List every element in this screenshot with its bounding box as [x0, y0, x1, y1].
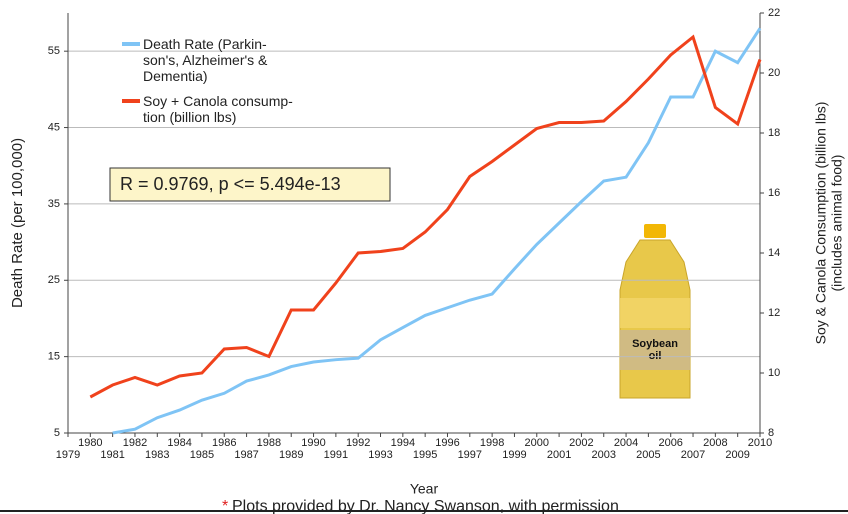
- x-tick-label: 2005: [636, 449, 660, 461]
- x-tick-label: 1988: [257, 437, 281, 449]
- y-tick-label: 15: [48, 351, 60, 363]
- series-line: [112, 27, 762, 435]
- x-tick-label: 1992: [346, 437, 370, 449]
- y-tick-label: 35: [48, 198, 60, 210]
- y-tick-label: 5: [54, 427, 60, 439]
- x-tick-label: 1979: [56, 449, 80, 461]
- y2-tick-label: 12: [768, 307, 780, 319]
- y2-tick-label: 18: [768, 127, 780, 139]
- x-tick-label: 1985: [190, 449, 214, 461]
- y2-tick-label: 16: [768, 187, 780, 199]
- image-label: Soybean oil: [632, 338, 678, 362]
- x-tick-label: 1991: [324, 449, 348, 461]
- y2-tick-label: 20: [768, 67, 780, 79]
- bottle: [585, 222, 730, 400]
- x-tick-label: 1994: [391, 437, 415, 449]
- x-tick-label: 1999: [502, 449, 526, 461]
- x-tick-label: 2000: [525, 437, 549, 449]
- y2-axis-label: (includes animal food): [829, 155, 845, 292]
- y-axis-label: Death Rate (per 100,000): [9, 138, 26, 308]
- y2-tick-label: 8: [768, 427, 774, 439]
- y-tick-label: 55: [48, 45, 60, 57]
- x-tick-label: 1981: [100, 449, 124, 461]
- annotation-box: [109, 167, 391, 202]
- x-tick-label: 1998: [480, 437, 504, 449]
- x-tick-label: 1990: [301, 437, 325, 449]
- x-tick-label: 2004: [614, 437, 638, 449]
- x-tick-label: 2002: [569, 437, 593, 449]
- y-tick-label: 25: [48, 274, 60, 286]
- x-tick-label: 1996: [435, 437, 459, 449]
- x-tick-label: 1983: [145, 449, 169, 461]
- annotation: R = 0.9769, p <= 5.494e-13: [120, 174, 341, 194]
- footnote-mark: *: [222, 498, 228, 514]
- x-tick-label: 1984: [167, 437, 191, 449]
- x-tick-label: 2009: [725, 449, 749, 461]
- x-tick-label: 1997: [458, 449, 482, 461]
- x-tick-label: 1986: [212, 437, 236, 449]
- y-tick-label: 45: [48, 121, 60, 133]
- y2-tick-label: 14: [768, 247, 780, 259]
- y2-axis-label: Soy & Canola Consumption (billion lbs): [813, 102, 829, 345]
- beans: [620, 330, 690, 370]
- legend-entry: Death Rate (Parkin- son's, Alzheimer's &…: [143, 36, 268, 84]
- x-tick-label: 1980: [78, 437, 102, 449]
- x-tick-label: 2006: [658, 437, 682, 449]
- x-tick-label: 2007: [681, 449, 705, 461]
- x-tick-label: 2001: [547, 449, 571, 461]
- y2-tick-label: 10: [768, 367, 780, 379]
- y2-tick-label: 22: [768, 7, 780, 19]
- x-tick-label: 1989: [279, 449, 303, 461]
- x-tick-label: 1995: [413, 449, 437, 461]
- x-tick-label: 2010: [748, 437, 772, 449]
- bottle-cap: [644, 224, 666, 238]
- x-tick-label: 2003: [591, 449, 615, 461]
- legend-entry: Soy + Canola consump- tion (billion lbs): [143, 93, 293, 125]
- bottle-label: [620, 298, 690, 328]
- x-axis-label: Year: [410, 481, 439, 497]
- x-tick-label: 2008: [703, 437, 727, 449]
- series-line: [89, 34, 762, 399]
- x-tick-label: 1993: [368, 449, 392, 461]
- x-tick-label: 1987: [234, 449, 258, 461]
- x-tick-label: 1982: [123, 437, 147, 449]
